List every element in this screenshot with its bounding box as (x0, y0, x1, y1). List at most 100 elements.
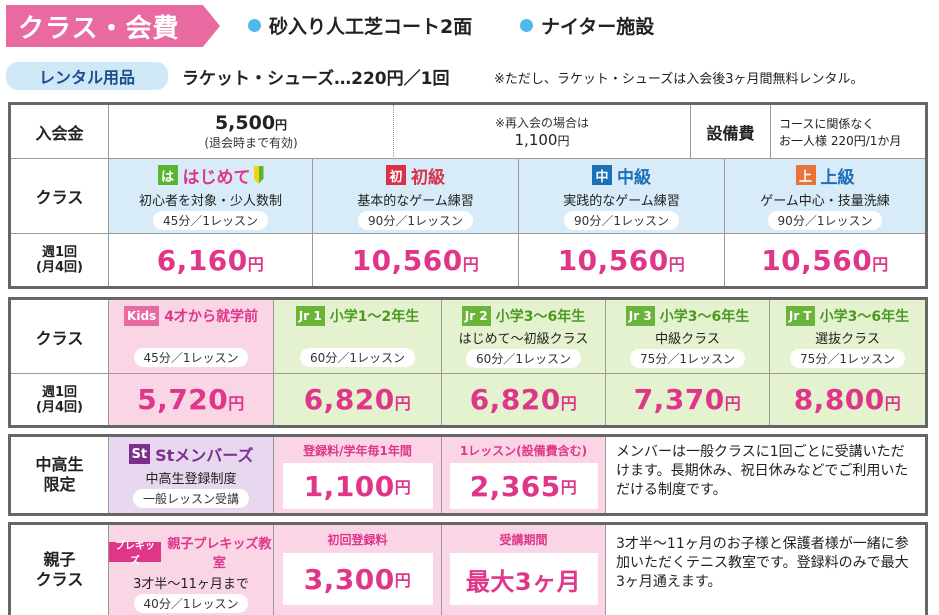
feature-court-label: 砂入り人工芝コート2面 (269, 16, 473, 38)
parent-time: 40分／1レッスン (133, 594, 249, 613)
parent-label: 親子 クラス (11, 525, 109, 615)
jrt-time: 75分／1レッスン (790, 349, 905, 368)
junior-price-kids: 5,720円 (109, 374, 274, 425)
student-lesson-price: 2,365 (469, 469, 561, 503)
junior-weekly-2: (月4回) (36, 399, 83, 415)
facility-fee-cell: コースに関係なく お一人様 220円/1か月 (771, 105, 925, 159)
junior-class-jrt: Jr T 小学3〜6年生 選抜クラス 75分／1レッスン (770, 300, 925, 374)
parent-first-price: 3,300 (303, 562, 395, 596)
elementary-name: 初級 (411, 167, 445, 188)
bullet-dot-icon (520, 19, 533, 32)
kids-price: 5,720 (137, 383, 229, 416)
join-fee-note: (退会時まで有効) (204, 136, 298, 150)
adult-price-elementary: 10,560円 (313, 234, 519, 286)
intermediate-name: 中級 (617, 167, 651, 188)
student-reg-label: 登録料/学年毎1年間 (303, 444, 412, 458)
jr3-desc: 中級クラス (655, 332, 720, 347)
student-desc-2: 一般レッスン受講 (132, 489, 249, 508)
adult-class-intermediate: 中 中級 実践的なゲーム練習 90分／1レッスン (519, 159, 725, 234)
junior-price-jr1: 6,820円 (274, 374, 442, 425)
jr2-name: 小学3〜6年生 (495, 309, 586, 325)
parent-label-2: クラス (35, 570, 84, 589)
student-lesson-yen: 円 (560, 478, 578, 497)
beginner-badge: は (157, 165, 178, 185)
intermediate-desc: 実践的なゲーム練習 (563, 193, 680, 209)
student-badge: St (128, 444, 151, 464)
jr3-yen: 円 (724, 394, 742, 413)
intermediate-time: 90分／1レッスン (564, 210, 679, 230)
feature-court: 砂入り人工芝コート2面 (248, 12, 472, 39)
jr2-badge: Jr 2 (461, 306, 491, 326)
advanced-time: 90分／1レッスン (767, 210, 883, 230)
jrt-name: 小学3〜6年生 (819, 309, 910, 325)
jr2-yen: 円 (560, 394, 578, 413)
adult-weekly-label: 週1回 (月4回) (11, 234, 109, 286)
adult-class-elementary: 初 初級 基本的なゲーム練習 90分／1レッスン (313, 159, 519, 234)
beginner-name: はじめて (182, 167, 251, 188)
kids-time: 45分／1レッスン (133, 348, 249, 367)
jrt-yen: 円 (884, 394, 902, 413)
adult-price-intermediate: 10,560円 (519, 234, 725, 286)
junior-class-label: クラス (11, 300, 109, 374)
student-label-1: 中高生 (35, 455, 84, 474)
jrt-desc: 選抜クラス (815, 332, 880, 347)
rejoin-note: ※再入会の場合は (494, 116, 590, 130)
junior-price-jr3: 7,370円 (606, 374, 770, 425)
rental-text: ラケット・シューズ…220円／1回 (182, 69, 450, 89)
student-reg-price-box: 1,100 円 (282, 463, 433, 509)
parent-first-label: 初回登録料 (327, 533, 388, 547)
student-desc-1: 中高生登録制度 (145, 472, 237, 487)
rejoin-yen: 円 (557, 134, 570, 148)
student-lesson-cell: 1レッスン(設備費含む) 2,365 円 (442, 437, 606, 513)
parent-period-cell: 受講期間 最大3ヶ月 (442, 525, 606, 615)
intermediate-yen: 円 (668, 254, 686, 274)
facility-fee-label: 設備費 (691, 105, 771, 159)
elementary-yen: 円 (462, 254, 480, 274)
student-reg-yen: 円 (394, 478, 412, 497)
student-lesson-label: 1レッスン(設備費含む) (459, 444, 588, 458)
adult-fee-table: 入会金 5,500円 (退会時まで有効) ※再入会の場合は 1,100円 設備費… (8, 102, 928, 289)
intermediate-badge: 中 (592, 165, 612, 185)
student-reg-cell: 登録料/学年毎1年間 1,100 円 (274, 437, 442, 513)
feature-night: ナイター施設 (520, 12, 654, 39)
student-lesson-price-box: 2,365 円 (449, 463, 598, 509)
adult-price-beginner: 6,160円 (109, 234, 313, 286)
parent-label-1: 親子 (43, 550, 76, 569)
adult-weekly-2: (月4回) (36, 260, 83, 275)
jr1-name: 小学1〜2年生 (329, 309, 420, 325)
adult-class-beginner: は はじめて 初心者を対象・少人数制 45分／1レッスン (109, 159, 313, 234)
junior-fee-table: クラス Kids 4才から就学前 45分／1レッスン Jr 1 小学1〜2年生 … (8, 297, 928, 428)
jr3-price: 7,370 (633, 383, 725, 416)
jr2-price: 6,820 (469, 383, 561, 416)
section-title: クラス・会費 (6, 5, 220, 47)
jr1-yen: 円 (394, 394, 412, 413)
elementary-time: 90分／1レッスン (358, 210, 473, 230)
junior-class-jr1: Jr 1 小学1〜2年生 60分／1レッスン (274, 300, 442, 374)
student-fee-table: 中高生 限定 St Stメンバーズ 中高生登録制度 一般レッスン受講 登録料/学… (8, 434, 928, 516)
intermediate-price: 10,560 (557, 243, 669, 277)
elementary-desc: 基本的なゲーム練習 (357, 193, 474, 209)
adult-class-advanced: 上 上級 ゲーム中心・技量洗練 90分／1レッスン (725, 159, 925, 234)
junior-class-kids: Kids 4才から就学前 45分／1レッスン (109, 300, 274, 374)
rejoin-price: 1,100 (514, 131, 558, 149)
adult-weekly-1: 週1回 (41, 245, 78, 260)
beginner-mark-icon (253, 166, 264, 184)
student-label: 中高生 限定 (11, 437, 109, 513)
parent-first-cell: 初回登録料 3,300 円 (274, 525, 442, 615)
student-plan: St Stメンバーズ 中高生登録制度 一般レッスン受講 (109, 437, 274, 513)
join-fee-yen: 円 (275, 118, 288, 132)
rental-tag: レンタル用品 (6, 62, 168, 90)
parent-fee-table: 親子 クラス プレキッズ 親子プレキッズ教室 3才半〜11ヶ月まで 40分／1レ… (8, 522, 928, 615)
junior-class-jr3: Jr 3 小学3〜6年生 中級クラス 75分／1レッスン (606, 300, 770, 374)
kids-badge: Kids (124, 306, 160, 326)
join-fee-price: 5,500 (214, 112, 276, 134)
junior-price-jrt: 8,800円 (770, 374, 925, 425)
kids-name: 4才から就学前 (164, 309, 258, 325)
rejoin-fee-cell: ※再入会の場合は 1,100円 (394, 105, 691, 159)
parent-period-value: 最大3ヶ月 (449, 553, 598, 605)
student-reg-price: 1,100 (303, 469, 395, 503)
student-label-2: 限定 (43, 475, 76, 494)
elementary-badge: 初 (386, 165, 406, 185)
parent-first-yen: 円 (394, 571, 412, 590)
advanced-yen: 円 (872, 254, 889, 274)
